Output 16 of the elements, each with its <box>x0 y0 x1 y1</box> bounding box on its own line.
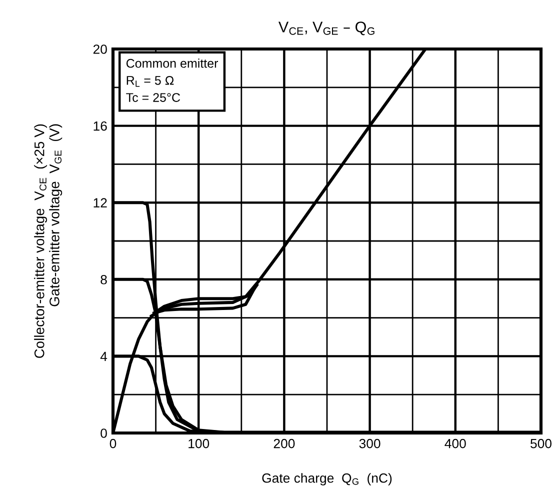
y-tick-label: 4 <box>100 352 108 361</box>
x-tick-label: 500 <box>530 438 552 448</box>
y-tick-label: 8 <box>100 274 107 284</box>
chart-title: V$_{CE}$, V$_{GE}$ – Q$_{G}$ <box>278 22 374 36</box>
y-tick-label: 20 <box>93 44 107 54</box>
x-tick-label: 400 <box>444 438 466 448</box>
x-tick-label: 300 <box>359 438 380 448</box>
x-tick-label: 100 <box>188 438 210 448</box>
y-axis-title: Collector-emitter voltage V$_{CE}$ (×25 V) Gate-emitter voltage V$_{GE}$ (V) <box>34 124 62 358</box>
annotation: Common emitter R$_{L}$ = 5 Ω Tc = 25°C <box>126 58 218 102</box>
y-tick-label: 16 <box>94 121 107 131</box>
x-axis-title: Gate charge Q$_{G}$ (nC) <box>262 473 392 486</box>
x-tick-label: 200 <box>274 438 295 448</box>
y-tick-label: 12 <box>94 198 107 208</box>
y-tick-label: 0 <box>100 428 107 438</box>
x-tick-label: 0 <box>110 438 116 448</box>
